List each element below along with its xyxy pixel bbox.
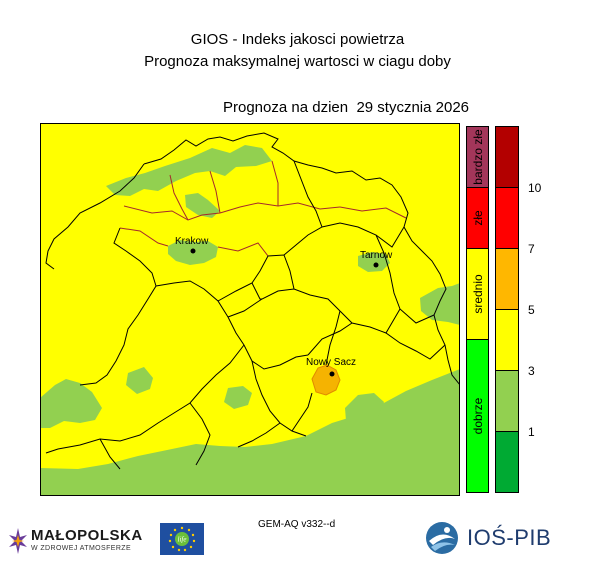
scale-cell-bad <box>495 187 519 249</box>
scale-cell-moderate-high <box>495 248 519 310</box>
ios-pib-logo-text: IOŚ-PIB <box>467 525 552 550</box>
scale-tick-3: 3 <box>528 364 535 378</box>
city-dot-tarnow <box>373 262 379 268</box>
legend-bardzo-zle-label: bardzo złe <box>470 129 485 185</box>
legend-dobrze-label: dobrze <box>470 397 485 435</box>
legend-bardzo-zle: bardzo złe <box>466 126 489 188</box>
legend-srednio-label: srednio <box>470 274 485 314</box>
city-label-nowy-sacz: Nowy Sacz <box>306 357 356 368</box>
scale-cell-very-good <box>495 431 519 493</box>
malopolska-star-icon <box>9 528 27 554</box>
county-boundaries <box>119 160 407 257</box>
green-zone-north <box>106 145 272 196</box>
city-label-krakow: Krakow <box>175 236 209 247</box>
legend-srednio: srednio <box>466 248 489 340</box>
green-zone-southeast <box>345 393 384 426</box>
model-version: GEM-AQ v332--d <box>258 519 336 530</box>
malopolska-logo: MAŁOPOLSKA W ZDROWEJ ATMOSFERZE <box>8 525 158 559</box>
legend-color-scale <box>495 126 519 493</box>
map-title: GIOS - Indeks jakosci powietrza <box>190 31 405 48</box>
legend-dobrze: dobrze <box>466 339 489 493</box>
scale-cell-good <box>495 370 519 432</box>
forecast-date: Prognoza na dzien 29 stycznia 2026 <box>223 99 469 116</box>
svg-text:life: life <box>178 536 187 544</box>
air-quality-map: Krakow Tarnow Nowy Sacz <box>40 123 460 496</box>
scale-cell-moderate <box>495 309 519 371</box>
map-subtitle: Prognoza maksymalnej wartosci w ciagu do… <box>144 53 451 70</box>
green-zone-center <box>224 386 252 409</box>
legend-category-band: bardzo złe złe srednio dobrze <box>466 126 489 493</box>
scale-cell-very-bad <box>495 126 519 188</box>
ios-pib-emblem-icon <box>426 522 458 554</box>
map-frame <box>40 123 460 496</box>
green-zone-midwest <box>126 367 153 394</box>
legend-zle: złe <box>466 187 489 249</box>
scale-tick-10: 10 <box>528 181 542 195</box>
green-zone-south <box>40 369 460 496</box>
scale-tick-7: 7 <box>528 242 535 256</box>
malopolska-logo-text: MAŁOPOLSKA <box>31 527 143 544</box>
green-zone-northcenter <box>185 193 220 218</box>
eu-life-logo: life <box>160 523 204 555</box>
scale-tick-1: 1 <box>528 425 535 439</box>
malopolska-logo-tagline: W ZDROWEJ ATMOSFERZE <box>31 545 132 552</box>
green-zone-east <box>420 283 460 325</box>
ios-pib-logo: IOŚ-PIB <box>425 520 560 556</box>
forecast-date-value: 29 stycznia 2026 <box>356 99 470 116</box>
city-dot-nowy-sacz <box>329 371 335 377</box>
forecast-date-label: Prognoza na dzien <box>223 99 349 116</box>
green-zone-tarnow <box>358 252 390 272</box>
green-zone-west <box>40 379 102 428</box>
scale-tick-5: 5 <box>528 303 535 317</box>
city-dot-krakow <box>190 248 196 254</box>
legend-zle-label: złe <box>470 210 485 226</box>
city-label-tarnow: Tarnow <box>360 250 393 261</box>
district-borders <box>45 132 460 470</box>
